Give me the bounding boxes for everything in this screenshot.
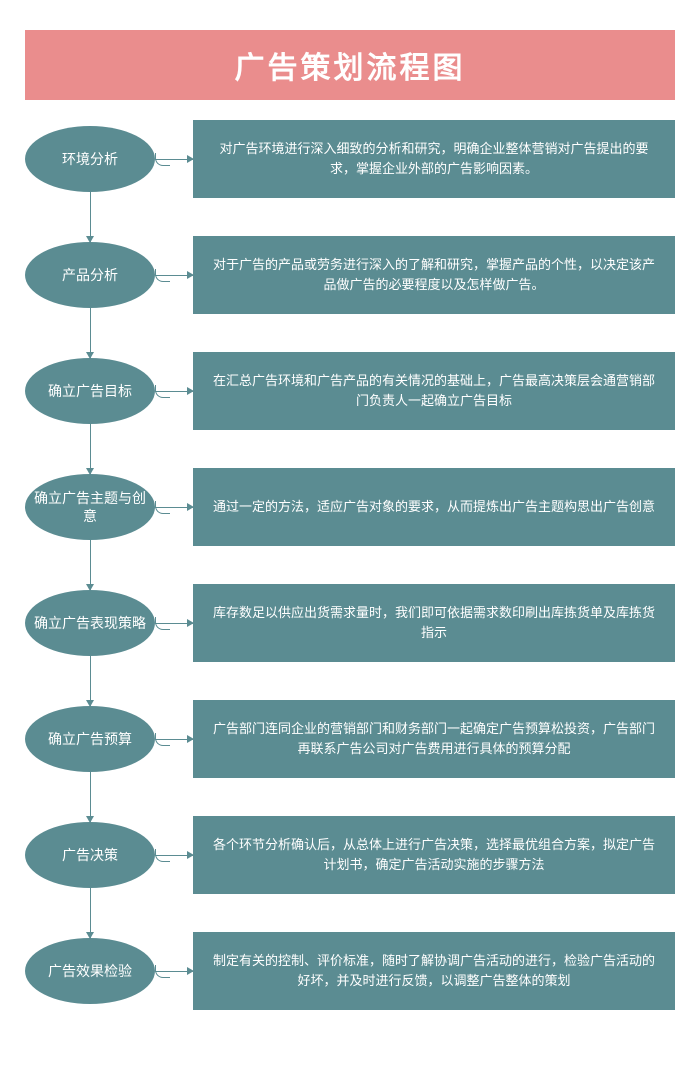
flowchart: 环境分析对广告环境进行深入细致的分析和研究，明确企业整体营销对广告提出的要求，掌… [25, 120, 675, 1010]
flow-node: 广告决策 [25, 822, 155, 888]
flow-description: 库存数足以供应出货需求量时，我们即可依据需求数印刷出库拣货单及库拣货指示 [193, 584, 675, 662]
connector-line [155, 507, 193, 508]
arrow-down [90, 772, 91, 822]
flow-row: 产品分析对于广告的产品或劳务进行深入的了解和研究，掌握产品的个性，以决定该产品做… [25, 236, 675, 314]
flow-node: 确立广告预算 [25, 706, 155, 772]
flow-row: 环境分析对广告环境进行深入细致的分析和研究，明确企业整体营销对广告提出的要求，掌… [25, 120, 675, 198]
arrow-down [90, 540, 91, 590]
flow-node: 产品分析 [25, 242, 155, 308]
flow-description: 在汇总广告环境和广告产品的有关情况的基础上，广告最高决策层会通营销部门负责人一起… [193, 352, 675, 430]
arrow-down [90, 424, 91, 474]
flow-description: 制定有关的控制、评价标准，随时了解协调广告活动的进行，检验广告活动的好坏，并及时… [193, 932, 675, 1010]
flow-node: 环境分析 [25, 126, 155, 192]
flow-row: 确立广告表现策略库存数足以供应出货需求量时，我们即可依据需求数印刷出库拣货单及库… [25, 584, 675, 662]
flow-row: 确立广告预算广告部门连同企业的营销部门和财务部门一起确定广告预算松投资，广告部门… [25, 700, 675, 778]
flow-row: 确立广告目标在汇总广告环境和广告产品的有关情况的基础上，广告最高决策层会通营销部… [25, 352, 675, 430]
page-title: 广告策划流程图 [235, 43, 466, 87]
flow-row: 广告决策各个环节分析确认后，从总体上进行广告决策，选择最优组合方案，拟定广告计划… [25, 816, 675, 894]
flow-node: 确立广告主题与创意 [25, 474, 155, 540]
arrow-down [90, 308, 91, 358]
connector-line [155, 275, 193, 276]
flow-node: 确立广告目标 [25, 358, 155, 424]
flow-node: 广告效果检验 [25, 938, 155, 1004]
flow-description: 广告部门连同企业的营销部门和财务部门一起确定广告预算松投资，广告部门再联系广告公… [193, 700, 675, 778]
connector-line [155, 391, 193, 392]
flow-description: 各个环节分析确认后，从总体上进行广告决策，选择最优组合方案，拟定广告计划书，确定… [193, 816, 675, 894]
connector-line [155, 623, 193, 624]
flow-row: 确立广告主题与创意通过一定的方法，适应广告对象的要求，从而提炼出广告主题构思出广… [25, 468, 675, 546]
title-bar: 广告策划流程图 [25, 30, 675, 100]
flow-row: 广告效果检验制定有关的控制、评价标准，随时了解协调广告活动的进行，检验广告活动的… [25, 932, 675, 1010]
container: 广告策划流程图 环境分析对广告环境进行深入细致的分析和研究，明确企业整体营销对广… [0, 0, 700, 1078]
arrow-down [90, 192, 91, 242]
flow-description: 通过一定的方法，适应广告对象的要求，从而提炼出广告主题构思出广告创意 [193, 468, 675, 546]
flow-node: 确立广告表现策略 [25, 590, 155, 656]
connector-line [155, 855, 193, 856]
arrow-down [90, 656, 91, 706]
flow-description: 对广告环境进行深入细致的分析和研究，明确企业整体营销对广告提出的要求，掌握企业外… [193, 120, 675, 198]
connector-line [155, 971, 193, 972]
connector-line [155, 159, 193, 160]
connector-line [155, 739, 193, 740]
flow-description: 对于广告的产品或劳务进行深入的了解和研究，掌握产品的个性，以决定该产品做广告的必… [193, 236, 675, 314]
arrow-down [90, 888, 91, 938]
